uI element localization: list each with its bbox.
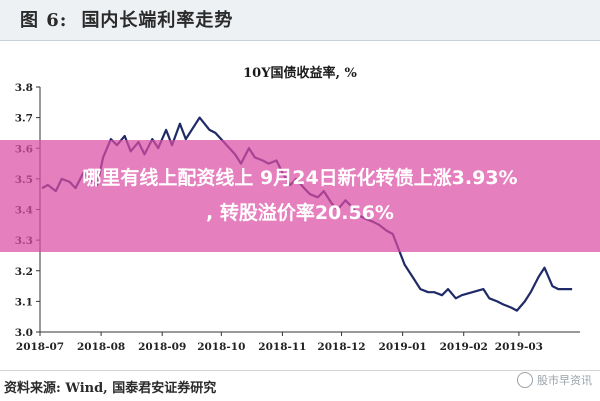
x-tick-label: 2019-01	[379, 341, 427, 353]
headline-overlay: 哪里有线上配资线上 9月24日新化转债上涨3.93% , 转股溢价率20.56%	[0, 140, 600, 252]
source-note: 资料来源: Wind, 国泰君安证券研究	[4, 381, 217, 396]
y-tick-label: 3.0	[15, 327, 33, 339]
watermark: 股市早资讯	[517, 372, 592, 388]
source-bar: 资料来源: Wind, 国泰君安证券研究	[0, 370, 600, 401]
headline-line-2: , 转股溢价率20.56%	[206, 202, 394, 224]
y-tick-label: 3.7	[15, 113, 33, 125]
watermark-text: 股市早资讯	[537, 374, 592, 387]
x-axis-ticks: 2018-07 2018-08 2018-09 2018-10 2018-11 2018-…	[16, 332, 543, 353]
headline-text: 哪里有线上配资线上 9月24日新化转债上涨3.93% , 转股溢价率20.56%	[0, 140, 600, 252]
y-tick-label: 3.1	[15, 296, 33, 308]
chart-title: 10Y国债收益率, %	[243, 66, 357, 81]
headline-line-1: 哪里有线上配资线上 9月24日新化转债上涨3.93%	[82, 167, 518, 189]
x-tick-label: 2019-02	[440, 341, 488, 353]
figure-header: 图 6: 国内长端利率走势	[0, 0, 600, 41]
x-tick-label: 2018-12	[317, 341, 365, 353]
x-tick-label: 2018-11	[258, 341, 306, 353]
x-tick-label: 2018-10	[197, 341, 245, 353]
x-tick-label: 2019-03	[495, 341, 543, 353]
x-tick-label: 2018-08	[77, 341, 125, 353]
x-tick-label: 2018-09	[138, 341, 186, 353]
figure-title-text: 国内长端利率走势	[81, 10, 234, 31]
figure-number: 图 6:	[20, 10, 68, 31]
figure-title: 图 6: 国内长端利率走势	[20, 6, 247, 32]
y-tick-label: 3.8	[15, 82, 33, 94]
watermark-logo-icon	[517, 372, 533, 388]
y-tick-label: 3.2	[15, 266, 33, 278]
x-tick-label: 2018-07	[16, 341, 64, 353]
